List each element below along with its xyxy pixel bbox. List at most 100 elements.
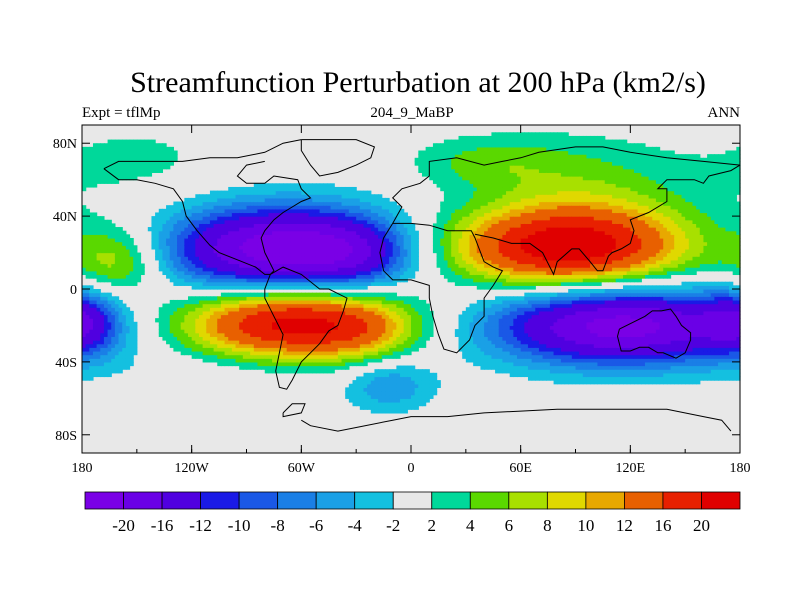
field-cell — [418, 394, 423, 399]
field-cell — [89, 223, 94, 228]
field-cell — [180, 303, 185, 308]
field-cell — [378, 237, 383, 243]
field-cell — [348, 230, 354, 235]
field-cell — [290, 285, 295, 290]
field-cell — [155, 227, 160, 232]
field-cell — [326, 223, 332, 228]
field-cell — [195, 310, 200, 316]
field-cell — [334, 252, 339, 257]
field-cell — [301, 230, 306, 235]
field-cell — [250, 318, 255, 323]
field-cell — [250, 325, 255, 330]
field-cell — [400, 350, 405, 356]
field-cell — [261, 350, 266, 356]
field-cell — [85, 292, 90, 297]
field-cell — [454, 270, 460, 276]
field-cell — [224, 318, 229, 323]
field-cell — [228, 310, 233, 316]
field-cell — [261, 208, 266, 214]
field-cell — [403, 270, 408, 276]
field-cell — [264, 245, 270, 250]
field-cell — [411, 380, 416, 385]
field-cell — [370, 391, 376, 396]
field-cell — [389, 281, 394, 286]
field-cell — [294, 201, 299, 206]
field-cell — [231, 358, 237, 363]
field-cell — [122, 303, 127, 308]
field-cell — [425, 307, 430, 312]
field-cell — [370, 380, 376, 385]
field-cell — [257, 201, 262, 206]
field-cell — [220, 299, 226, 305]
field-cell — [268, 325, 273, 330]
field-cell — [323, 310, 328, 316]
field-cell — [129, 274, 134, 279]
field-cell — [341, 358, 346, 363]
field-cell — [421, 369, 427, 374]
field-cell — [231, 270, 237, 276]
field-cell — [177, 299, 182, 305]
field-cell — [403, 380, 408, 385]
field-cell — [173, 325, 178, 330]
field-cell — [330, 227, 335, 232]
field-cell — [326, 321, 332, 327]
field-cell — [312, 186, 317, 192]
field-cell — [188, 237, 193, 243]
field-cell — [191, 285, 196, 290]
field-cell — [82, 332, 87, 337]
field-cell — [429, 372, 434, 378]
field-cell — [473, 270, 478, 276]
field-cell — [224, 325, 229, 330]
field-cell — [231, 310, 237, 316]
field-cell — [396, 336, 401, 341]
field-cell — [403, 307, 408, 312]
field-cell — [465, 146, 471, 152]
field-cell — [125, 259, 131, 265]
field-cell — [107, 256, 112, 261]
field-cell — [158, 245, 164, 250]
field-cell — [177, 325, 182, 330]
field-cell — [378, 259, 383, 265]
field-cell — [257, 194, 262, 199]
field-cell — [198, 329, 204, 334]
field-cell — [341, 216, 346, 221]
field-cell — [209, 321, 215, 327]
field-cell — [173, 314, 178, 319]
field-cell — [312, 274, 317, 279]
field-cell — [345, 358, 350, 363]
field-cell — [297, 358, 302, 363]
field-cell — [85, 223, 90, 228]
field-cell — [264, 310, 270, 316]
field-cell — [107, 219, 112, 224]
field-cell — [82, 347, 87, 352]
field-cell — [173, 230, 178, 235]
field-cell — [100, 340, 105, 345]
field-cell — [429, 332, 434, 337]
field-cell — [89, 165, 94, 170]
field-cell — [304, 208, 310, 214]
field-cell — [421, 383, 427, 388]
field-cell — [286, 263, 291, 268]
field-cell — [220, 329, 226, 334]
field-cell — [231, 252, 237, 257]
field-cell — [334, 358, 339, 363]
field-cell — [224, 310, 229, 316]
field-cell — [85, 237, 90, 243]
field-cell — [294, 281, 299, 286]
field-cell — [209, 285, 215, 290]
field-cell — [326, 252, 332, 257]
field-cell — [363, 223, 368, 228]
field-cell — [195, 285, 200, 290]
field-cell — [294, 252, 299, 257]
field-cell — [89, 183, 94, 188]
field-cell — [443, 252, 449, 257]
field-cell — [308, 248, 313, 254]
field-cell — [294, 361, 299, 367]
field-cell — [462, 248, 467, 254]
field-cell — [235, 332, 240, 337]
field-cell — [220, 219, 226, 224]
field-cell — [451, 143, 456, 148]
field-cell — [337, 299, 343, 305]
field-cell — [363, 227, 368, 232]
field-cell — [272, 347, 277, 352]
